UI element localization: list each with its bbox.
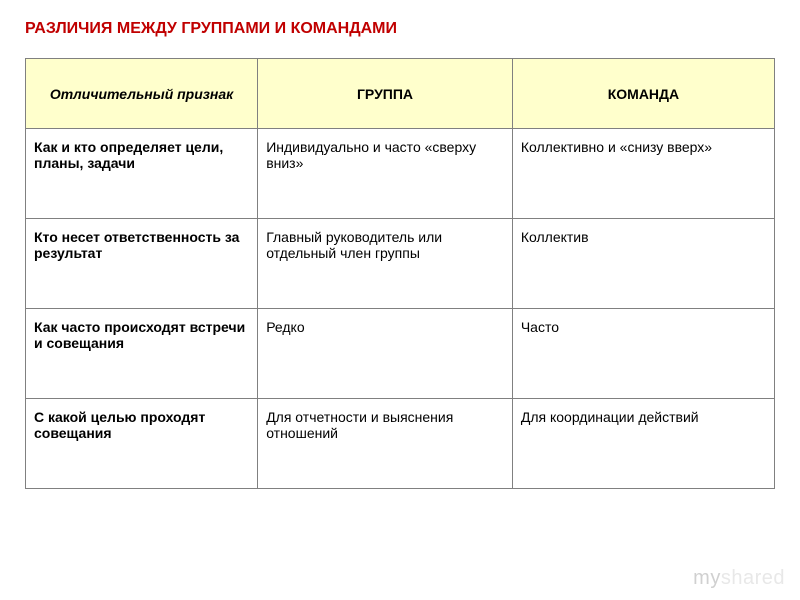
header-row: Отличительный признак ГРУППА КОМАНДА — [26, 59, 775, 129]
cell-feature: Кто несет ответственность за результат — [26, 219, 258, 309]
cell-feature: Как часто происходят встречи и совещания — [26, 309, 258, 399]
cell-feature: С какой целью проходят совещания — [26, 399, 258, 489]
cell-group: Редко — [258, 309, 513, 399]
cell-group: Для отчетности и выяснения отношений — [258, 399, 513, 489]
watermark: myshared — [693, 567, 785, 590]
table-row: Как и кто определяет цели, планы, задачи… — [26, 129, 775, 219]
header-group: ГРУППА — [258, 59, 513, 129]
cell-feature: Как и кто определяет цели, планы, задачи — [26, 129, 258, 219]
table-row: Как часто происходят встречи и совещания… — [26, 309, 775, 399]
cell-team: Коллективно и «снизу вверх» — [512, 129, 774, 219]
cell-group: Индивидуально и часто «сверху вниз» — [258, 129, 513, 219]
page-title: РАЗЛИЧИЯ МЕЖДУ ГРУППАМИ И КОМАНДАМИ — [25, 20, 775, 38]
cell-team: Для координации действий — [512, 399, 774, 489]
header-feature: Отличительный признак — [26, 59, 258, 129]
table-row: Кто несет ответственность за результат Г… — [26, 219, 775, 309]
cell-team: Коллектив — [512, 219, 774, 309]
comparison-table: Отличительный признак ГРУППА КОМАНДА Как… — [25, 58, 775, 489]
watermark-part2: shared — [721, 567, 785, 589]
cell-group: Главный руководитель или отдельный член … — [258, 219, 513, 309]
table-row: С какой целью проходят совещания Для отч… — [26, 399, 775, 489]
cell-team: Часто — [512, 309, 774, 399]
watermark-part1: my — [693, 567, 721, 589]
header-team: КОМАНДА — [512, 59, 774, 129]
